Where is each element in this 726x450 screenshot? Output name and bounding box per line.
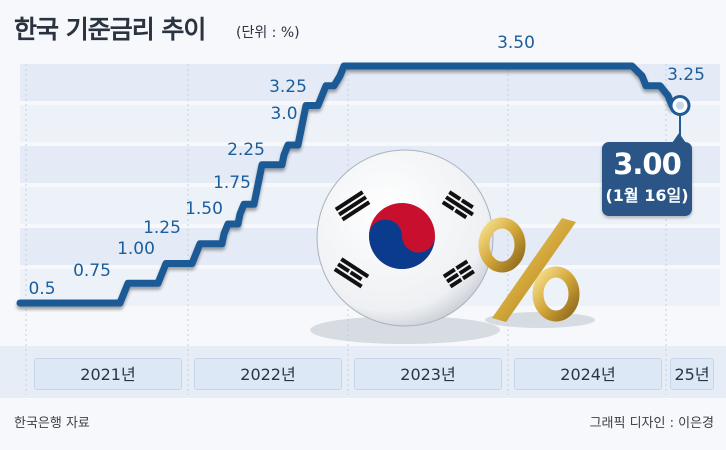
- value-label: 1.75: [213, 173, 251, 193]
- callout-value: 3.00: [613, 147, 682, 181]
- background-band: [20, 105, 720, 142]
- value-label: 1.00: [117, 239, 155, 259]
- year-label-2024: 2024년: [514, 358, 662, 390]
- flag-disc-illustration: [310, 149, 500, 344]
- value-label: 0.5: [28, 279, 55, 299]
- year-label-2022: 2022년: [194, 358, 342, 390]
- value-label: 3.0: [270, 104, 297, 124]
- chart-title: 한국 기준금리 추이: [14, 15, 206, 44]
- latest-rate-marker: [669, 95, 691, 144]
- year-label-2025: 25년: [670, 358, 714, 390]
- value-label: 0.75: [73, 261, 111, 281]
- value-label: 3.50: [497, 33, 535, 53]
- value-label: 3.25: [667, 65, 705, 85]
- background-band: [20, 64, 720, 101]
- rate-step-line: [16, 62, 684, 307]
- value-label: 1.25: [143, 218, 181, 238]
- value-label: 3.25: [269, 77, 307, 97]
- year-label-2023: 2023년: [354, 358, 502, 390]
- year-label-2021: 2021년: [34, 358, 182, 390]
- value-label: 2.25: [227, 140, 265, 160]
- value-label: 1.50: [185, 199, 223, 219]
- value-labels: 0.5 0.75 1.001.251.50 1.75 2.253.0 3.25 3.50 3.…: [28, 33, 704, 299]
- latest-rate-point-core: [676, 101, 684, 110]
- percent-sign-illustration: [478, 217, 595, 328]
- callout-date: (1월 16일): [605, 186, 689, 205]
- callout-pointer: [672, 133, 686, 143]
- unit-label: (단위 : %): [236, 25, 300, 41]
- latest-rate-callout: 3.00 (1월 16일): [602, 142, 692, 216]
- design-credit: 그래픽 디자인 : 이은경: [589, 416, 714, 431]
- source-note: 한국은행 자료: [14, 416, 90, 431]
